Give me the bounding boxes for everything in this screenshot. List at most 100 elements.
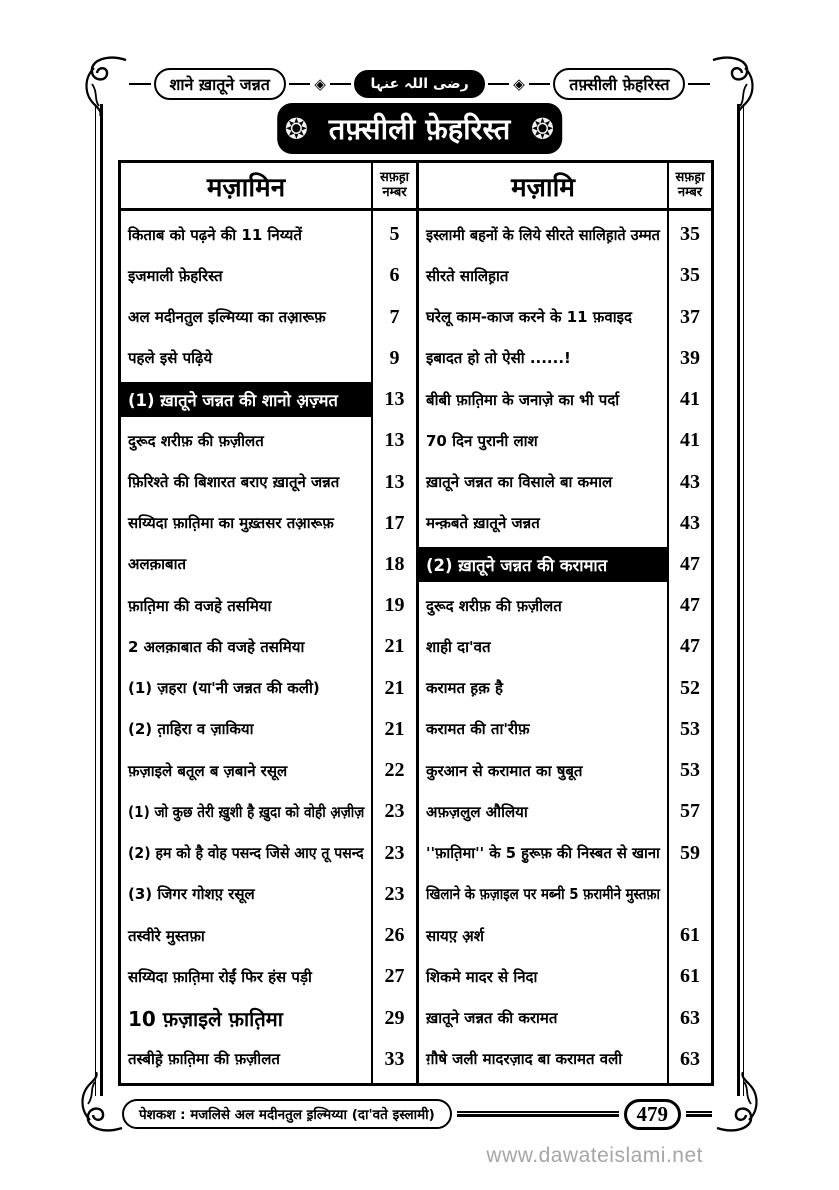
toc-row-page: 13 [384,429,405,452]
footer-rule [686,1111,712,1117]
toc-row-title: बीबी फ़ात़िमा के जनाज़े का भी पर्दा [426,390,620,409]
toc-row-page: 41 [680,429,700,452]
divider [528,83,551,85]
running-head: शाने ख़ातूने जन्नत ◈ رضی اللہ عنہا ◈ तफ़… [126,62,713,106]
website-watermark: www.dawateislami.net [486,1144,703,1167]
toc-row-title: किताब को पढ़ने की 11 निय्यतें [128,225,302,244]
running-head-right-badge: तफ़्सीली फ़ेहरिस्त [553,68,686,100]
toc-row-title: इबादत हो तो ऐसी ......! [426,349,571,368]
column-header-page-number: सफ़ह़ा नम्बर [669,163,711,211]
right-frame-line [743,104,744,1096]
toc-row-page [669,874,711,915]
divider [288,83,311,85]
toc-row-page: 61 [680,965,700,988]
toc-row-title: (1) ज़हरा (या'नी जन्नत की कली) [128,679,320,698]
toc-row-title: सीरते सालिह़ात [426,266,509,285]
toc-row-page: 21 [384,676,405,699]
page-number-badge: 479 [623,1098,681,1130]
toc-row-title: इजमाली फ़ेहरिस्त [128,266,223,285]
toc-row-title: ''फ़ात़िमा'' के 5 हु़रूफ़ की निस्बत से ख… [426,844,660,863]
toc-row-title: करामत की ता'रीफ़ [426,720,530,739]
toc-row-page: 63 [680,1047,700,1070]
toc-right-pages: 35 35 37 39 41 41 [669,211,711,1083]
toc-row-page: 18 [384,552,405,575]
toc-row-page: 21 [384,635,405,658]
right-frame-line [737,104,740,1096]
toc-row-page: 26 [384,924,405,947]
toc-row-title: मन्क़बते ख़ातूने जन्नत [426,514,540,533]
toc-right-titles: इस्लामी बहनों के लिये सीरते सालिह़ाते उम… [419,211,667,1083]
footer: पेशकश : मजलिसे अल मदीनतुल इ़ल्मिय्या (दा… [122,1094,717,1134]
toc-row-page: 63 [680,1006,700,1029]
footer-rule [456,1111,619,1117]
ornament-knot-icon: ◈ [513,74,525,93]
toc-row-title: शिकमे मादर से निदा [426,967,538,986]
toc-row-page: 6 [389,264,400,287]
toc-row-page: 52 [680,676,700,699]
toc-row-title: खिलाने के फ़ज़ाइल पर मब्नी 5 फ़रामीने मु… [426,885,660,904]
toc-row-title: तस्बीहे़ फ़ात़िमा की फ़ज़ीलत [128,1050,280,1069]
corner-flourish-icon [716,1072,758,1132]
corner-flourish-icon [85,56,127,116]
toc-row-page: 35 [680,223,700,246]
toc-row-page: 59 [680,841,700,864]
toc-row-title: 70 दिन पुरानी लाश [426,431,538,450]
toc-row-page: 19 [384,594,405,617]
toc-row-title: ख़ातूने जन्नत की करामत [426,1009,558,1028]
toc-row-page: 61 [680,924,700,947]
toc-row-page: 7 [389,305,400,328]
ornament-knot-icon: ◈ [314,74,326,93]
divider [688,83,710,85]
toc-row-title: तस्वीरे मुस्तफ़ा [128,926,205,945]
toc-row-page: 53 [680,759,700,782]
toc-row-page: 27 [384,965,405,988]
toc-row-title: सय्यिदा फ़ात़िमा का मुख़्तसर तआ़रूफ़ [128,514,334,533]
toc-row-title: (3) जिगर गोशए़ रसूल [128,885,255,904]
toc-right-page-column: सफ़ह़ा नम्बर 35 35 37 39 [669,163,711,1083]
toc-row-title: करामत ह़क़ है [426,679,503,698]
toc-row-page: 43 [680,470,700,493]
toc-row-title: ख़ातूने जन्नत का विसाले बा कमाल [426,473,613,492]
rosette-icon: ❂ [530,112,555,145]
toc-left-title-column: मज़ामिन किताब को पढ़ने की 11 निय्यतें इज… [121,163,373,1083]
toc-row-title: इस्लामी बहनों के लिये सीरते सालिह़ाते उम… [426,225,660,244]
page-title-banner: ❂ तफ़्सीली फ़ेहरिस्त ❂ [276,103,563,154]
toc-row-page: 57 [680,800,700,823]
toc-row-title: (1) ख़ातूने जन्नत की शानो अ़ज़्मत [121,379,371,420]
toc-row-page: 47 [680,635,700,658]
corner-flourish-icon [81,1072,123,1132]
divider [129,83,151,85]
toc-row-page: 33 [384,1047,405,1070]
toc-right-title-column: मज़ामि इस्लामी बहनों के लिये सीरते सालिह… [419,163,669,1083]
toc-row-page: 5 [389,223,400,246]
toc-left-titles: किताब को पढ़ने की 11 निय्यतें इजमाली फ़े… [121,211,371,1083]
running-head-left-badge: शाने ख़ातूने जन्नत [153,68,286,100]
toc-row-page: 43 [680,511,700,534]
rosette-icon: ❂ [284,112,309,145]
running-head-center-badge: رضی اللہ عنہا [354,70,485,98]
toc-row-title: (2) ख़ातूने जन्नत की करामात [419,544,667,585]
toc-row-page: 47 [680,552,700,575]
toc-table: मज़ामिन किताब को पढ़ने की 11 निय्यतें इज… [118,160,714,1086]
toc-row-title: घरेलू काम-काज करने के 11 फ़वाइद [426,308,632,327]
toc-row-title: (1) जो कुछ तेरी ख़ुशी है ख़ुदा को वोही अ… [128,802,365,821]
toc-row-title: ग़ौषे जली मादरज़ाद बा करामत वली [426,1050,623,1069]
toc-row-page: 37 [680,305,700,328]
toc-row-title: अफ़ज़लुल औलिया [426,802,528,821]
left-frame-line [95,104,96,1096]
toc-row-page: 23 [384,800,405,823]
toc-row-page: 23 [384,841,405,864]
toc-row-title: दुरूद शरीफ़ की फ़ज़ीलत [426,596,562,615]
toc-row-title: 10 फ़ज़ाइले फ़ात़िमा [128,1006,283,1031]
toc-row-title: 2 अलक़ाबात की वजहे तसमिया [128,637,305,656]
toc-row-page: 13 [384,470,405,493]
toc-row-title: सायए़ अ़र्श [426,926,484,945]
toc-row-page: 53 [680,717,700,740]
column-header-topics: मज़ामिन [121,163,371,211]
toc-row-title: सय्यिदा फ़ात़िमा रोईं फिर हंस पड़ी [128,967,312,986]
toc-row-page: 41 [680,388,700,411]
toc-row-page: 9 [389,346,400,369]
toc-row-title: दुरूद शरीफ़ की फ़ज़ीलत [128,431,264,450]
toc-row-page: 17 [384,511,405,534]
toc-row-page: 47 [680,594,700,617]
